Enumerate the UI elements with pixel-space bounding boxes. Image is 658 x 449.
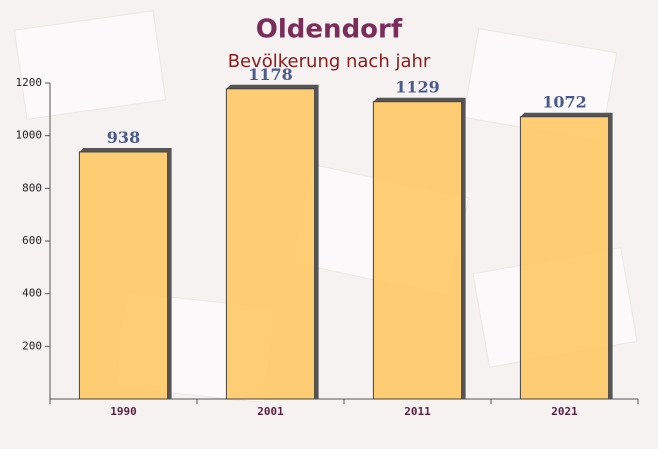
- y-tick-label: 400: [22, 287, 42, 300]
- x-tick-label: 1990: [110, 405, 137, 418]
- chart-subtitle: Bevölkerung nach jahr: [228, 51, 431, 72]
- plot-area: 200 400 600 800 1000 1200 1990 938 2001 1178 2011 1…: [16, 65, 639, 418]
- value-label: 1072: [542, 93, 587, 112]
- bar: [519, 116, 610, 400]
- x-tick-label: 2011: [404, 405, 431, 418]
- chart-title: Oldendorf: [256, 15, 403, 45]
- y-tick-label: 200: [22, 339, 42, 352]
- bar: [225, 88, 316, 400]
- bar: [78, 151, 169, 400]
- y-tick-label: 800: [22, 181, 42, 194]
- x-tick-label: 2021: [551, 405, 578, 418]
- y-tick-label: 600: [22, 234, 42, 247]
- bar: [372, 101, 463, 400]
- y-tick-label: 1000: [16, 129, 43, 142]
- value-label: 1129: [395, 78, 440, 97]
- value-label: 1178: [248, 65, 293, 84]
- x-tick-label: 2001: [257, 405, 284, 418]
- y-tick-label: 1200: [16, 76, 43, 89]
- value-label: 938: [107, 128, 140, 147]
